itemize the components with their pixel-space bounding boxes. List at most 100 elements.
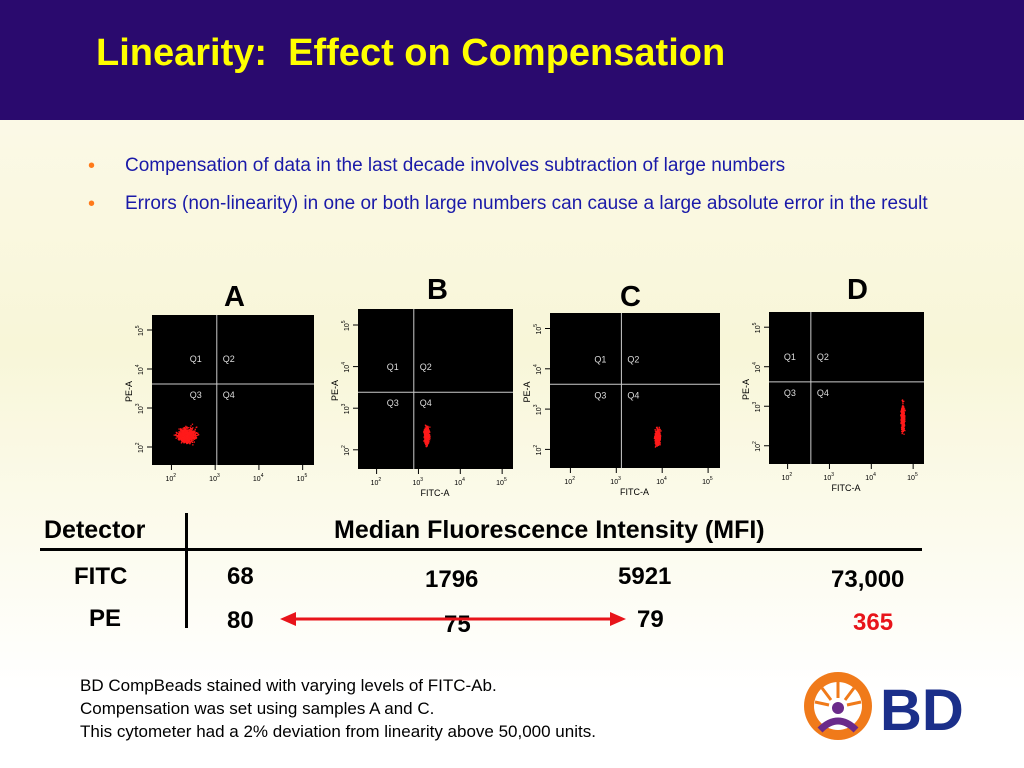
event-dot <box>176 435 179 437</box>
event-dot <box>423 440 425 442</box>
event-dot <box>902 401 904 403</box>
event-dot <box>659 434 661 436</box>
event-dot <box>426 434 429 436</box>
event-dot <box>427 436 429 439</box>
y-tick-label: 102 <box>341 445 351 456</box>
event-dot <box>185 440 187 442</box>
y-tick-label: 102 <box>752 441 762 452</box>
table-column-divider <box>185 513 188 628</box>
y-tick-label: 105 <box>752 322 762 333</box>
x-axis-label: FITC-A <box>421 488 450 498</box>
event-dot <box>904 416 906 418</box>
y-tick-label: 105 <box>533 324 543 335</box>
event-dot <box>656 427 659 430</box>
event-dot <box>195 436 197 439</box>
event-dot <box>176 435 178 437</box>
quadrant-label: Q1 <box>784 352 796 362</box>
event-dot <box>427 425 429 428</box>
x-axis-label: FITC-A <box>832 483 861 493</box>
event-dot <box>429 435 431 438</box>
event-dot <box>190 431 192 433</box>
event-dot <box>180 429 182 431</box>
event-dot <box>424 430 427 432</box>
bullet-text: Compensation of data in the last decade … <box>125 155 786 176</box>
event-dot <box>900 415 902 417</box>
row-label-pe: PE <box>89 605 122 632</box>
event-dot <box>181 428 183 430</box>
footnote-line: BD CompBeads stained with varying levels… <box>80 676 497 695</box>
event-dot <box>183 430 185 433</box>
event-dot <box>182 438 185 440</box>
event-dot <box>181 431 183 433</box>
event-dot <box>186 431 188 433</box>
event-dot <box>182 436 185 439</box>
x-tick-label: 105 <box>702 476 713 486</box>
slide-title: Linearity: Effect on Compensation <box>96 32 726 74</box>
event-dot <box>425 437 427 439</box>
event-dot <box>904 410 906 412</box>
event-dot <box>192 444 194 446</box>
scatter-plot-svg: Q1Q2Q3Q4102102103103104104105105FITC-APE… <box>124 315 314 482</box>
event-dot <box>900 411 902 413</box>
event-dot <box>188 439 190 441</box>
event-dots <box>173 423 200 446</box>
event-dot <box>184 428 186 430</box>
event-dot <box>180 442 183 444</box>
event-dot <box>424 427 426 429</box>
event-dot <box>426 445 428 447</box>
event-dot <box>656 433 658 435</box>
event-dot <box>189 435 191 437</box>
quadrant-label: Q4 <box>817 388 829 398</box>
event-dot <box>427 435 429 437</box>
event-dot <box>425 425 427 427</box>
quadrant-label: Q4 <box>420 398 432 408</box>
event-dot <box>658 436 660 439</box>
event-dot <box>903 433 905 435</box>
event-dot <box>183 440 186 442</box>
table-header-rule <box>40 548 922 551</box>
event-dot <box>181 435 183 437</box>
event-dot <box>656 437 658 439</box>
event-dot <box>188 440 190 442</box>
event-dot <box>191 439 193 441</box>
panel-label-d: D <box>847 274 868 306</box>
event-dot <box>900 416 902 418</box>
x-tick-label: 103 <box>823 472 834 482</box>
event-dot <box>193 437 195 439</box>
event-dot <box>427 443 429 445</box>
event-dot <box>659 428 661 431</box>
col-header-mfi: Median Fluorescence Intensity (MFI) <box>334 516 765 544</box>
event-dot <box>654 430 657 432</box>
event-dot <box>182 427 185 429</box>
bullet-marker: • <box>88 155 96 177</box>
event-dot <box>183 441 185 443</box>
event-dot <box>658 429 660 431</box>
y-tick-label: 103 <box>135 403 145 414</box>
event-dot <box>186 433 188 435</box>
event-dot <box>903 429 905 431</box>
event-dot <box>179 433 181 436</box>
x-tick-label: 102 <box>165 473 176 482</box>
event-dot <box>654 433 656 435</box>
event-dot <box>901 399 903 402</box>
event-dot <box>655 443 657 446</box>
event-dot <box>192 441 194 443</box>
event-dot <box>194 428 196 430</box>
event-dot <box>182 433 184 435</box>
event-dot <box>192 432 194 434</box>
event-dot <box>182 431 184 433</box>
event-dot <box>656 439 658 442</box>
event-dot <box>181 433 183 435</box>
event-dot <box>901 432 904 434</box>
event-dot <box>185 438 187 441</box>
event-dot <box>425 435 427 437</box>
event-dot <box>425 441 428 443</box>
event-dot <box>425 431 427 434</box>
event-dot <box>190 427 192 429</box>
event-dot <box>659 438 661 440</box>
event-dot <box>902 419 904 421</box>
fitc-value-a: 68 <box>227 563 254 590</box>
x-tick-label: 102 <box>564 476 575 486</box>
event-dot <box>175 434 177 436</box>
event-dot <box>179 431 181 433</box>
